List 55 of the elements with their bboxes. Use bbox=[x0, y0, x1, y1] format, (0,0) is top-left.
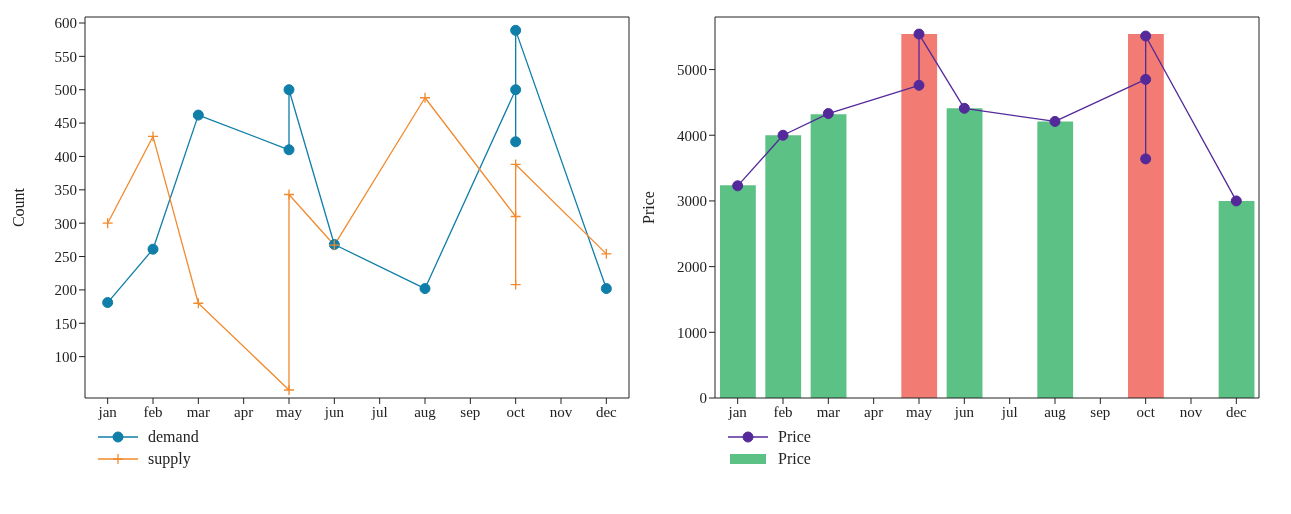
x-tick-label: feb bbox=[143, 403, 163, 420]
y-tick-label: 4000 bbox=[677, 127, 707, 144]
x-tick-label: oct bbox=[506, 403, 526, 420]
y-tick-label: 5000 bbox=[677, 61, 707, 78]
x-tick-label: aug bbox=[1044, 403, 1067, 420]
bar bbox=[1218, 200, 1255, 398]
bar bbox=[765, 135, 802, 398]
x-tick-label: sep bbox=[460, 403, 481, 420]
x-tick-label: jul bbox=[370, 403, 388, 420]
x-tick-label: may bbox=[906, 403, 933, 420]
y-tick-label: 200 bbox=[54, 282, 77, 299]
x-tick-label: nov bbox=[1179, 403, 1203, 420]
y-tick-label: 1000 bbox=[677, 324, 707, 341]
x-tick-label: mar bbox=[186, 403, 210, 420]
y-tick-label: 250 bbox=[54, 248, 77, 265]
y-tick-label: 300 bbox=[54, 215, 77, 232]
x-tick-label: jan bbox=[727, 403, 748, 420]
x-tick-label: apr bbox=[234, 403, 254, 420]
bar bbox=[1037, 121, 1074, 398]
bar bbox=[810, 114, 847, 398]
bar bbox=[1128, 34, 1164, 398]
y-tick-label: 2000 bbox=[677, 258, 707, 275]
x-tick-label: mar bbox=[816, 403, 840, 420]
y-tick-label: 3000 bbox=[677, 193, 707, 210]
x-tick-label: nov bbox=[549, 403, 573, 420]
legend-label: demand bbox=[148, 428, 199, 446]
y-axis-title: Price bbox=[639, 191, 657, 224]
bar bbox=[720, 185, 756, 398]
y-axis-title: Count bbox=[9, 187, 27, 228]
x-tick-label: may bbox=[276, 403, 303, 420]
y-tick-label: 450 bbox=[54, 115, 77, 132]
y-tick-label: 600 bbox=[54, 15, 77, 32]
y-tick-label: 550 bbox=[54, 48, 77, 65]
legend-label: Price bbox=[778, 450, 811, 468]
y-tick-label: 350 bbox=[54, 182, 77, 199]
y-tick-label: 500 bbox=[54, 82, 77, 99]
bar bbox=[946, 108, 983, 398]
x-tick-label: sep bbox=[1090, 403, 1111, 420]
x-tick-label: dec bbox=[595, 403, 618, 420]
x-tick-label: jul bbox=[1000, 403, 1018, 420]
x-tick-label: apr bbox=[864, 403, 884, 420]
y-tick-label: 0 bbox=[699, 390, 707, 407]
x-tick-label: feb bbox=[773, 403, 793, 420]
x-tick-label: oct bbox=[1136, 403, 1156, 420]
x-tick-label: aug bbox=[414, 403, 437, 420]
y-tick-label: 150 bbox=[54, 315, 77, 332]
y-tick-label: 100 bbox=[54, 348, 77, 365]
bar bbox=[901, 34, 938, 398]
legend-label: supply bbox=[148, 450, 191, 468]
x-tick-label: dec bbox=[1225, 403, 1248, 420]
x-tick-label: jun bbox=[953, 403, 975, 420]
legend-label: Price bbox=[778, 428, 811, 446]
y-tick-label: 400 bbox=[54, 148, 77, 165]
x-tick-label: jun bbox=[323, 403, 345, 420]
x-tick-label: jan bbox=[97, 403, 118, 420]
